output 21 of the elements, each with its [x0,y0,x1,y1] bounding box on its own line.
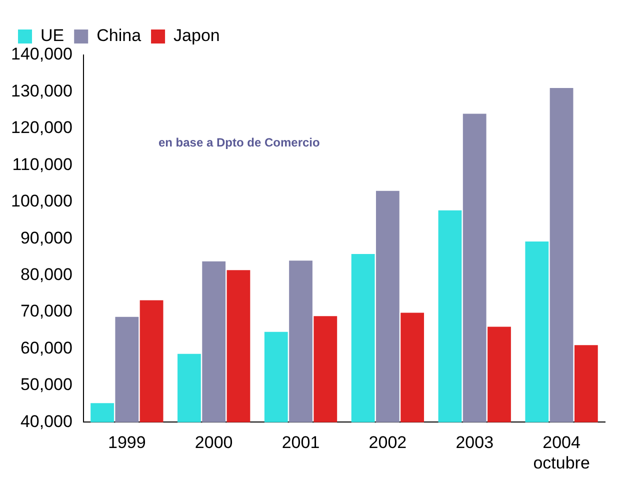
y-tick-label: 50,000 [20,375,72,394]
y-tick-label: 80,000 [20,265,72,284]
x-tick-label: 2002 [368,433,407,452]
legend-label: UE [40,26,64,46]
legend-label: Japon [174,26,220,46]
legend-label: China [96,26,142,46]
y-tick-label: 110,000 [12,154,72,174]
y-tick-label: 140,000 [11,44,72,64]
x-tick-label: 2003 [456,433,494,452]
x-tick-label: 1999 [108,433,146,452]
y-tick-label: 60,000 [20,338,72,358]
x-tick-label: 2004 octubre [533,433,590,472]
x-tick-label: 2001 [282,433,320,452]
y-tick-label: 70,000 [20,302,72,321]
x-tick-label: 2000 [194,433,233,452]
annotation: en base a Dpto de Comercio [158,135,320,150]
y-tick-label: 130,000 [11,81,72,100]
y-tick-label: 40,000 [20,412,72,431]
y-tick-label: 100,000 [11,192,72,211]
y-tick-label: 120,000 [11,118,72,138]
y-tick-label: 90,000 [20,228,72,248]
